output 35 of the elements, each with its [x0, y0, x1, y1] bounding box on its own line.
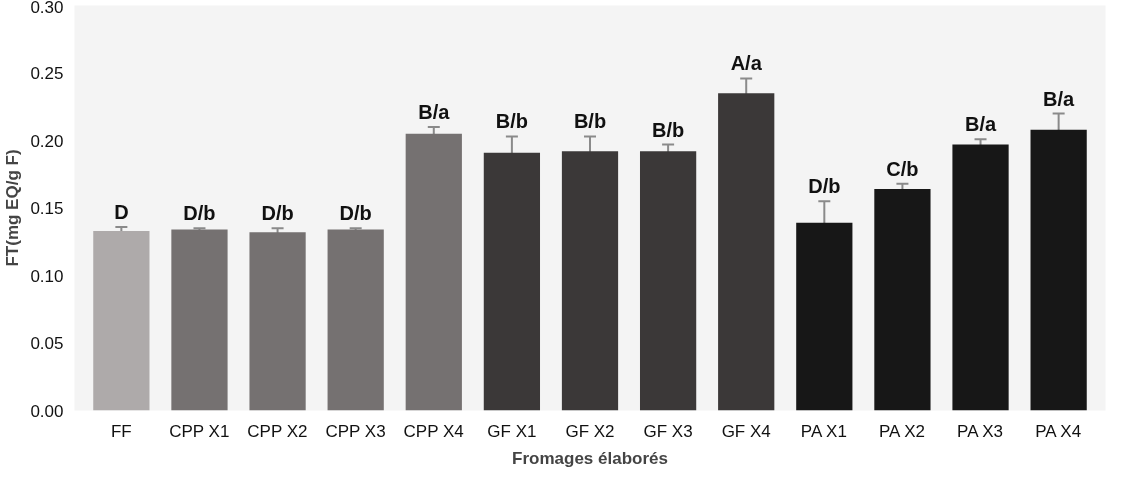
x-tick-label: GF X1	[487, 421, 537, 441]
y-axis-title: FT(mg EQ/g F)	[3, 149, 23, 267]
x-tick-label: GF X2	[565, 421, 615, 441]
y-tick-label: 0.05	[30, 334, 64, 353]
x-tick-label: CPP X2	[247, 421, 308, 441]
x-tick-label: FF	[110, 421, 132, 441]
annotation: B/a	[964, 113, 997, 136]
annotation: C/b	[886, 157, 919, 180]
x-tick-label: CPP X1	[169, 421, 230, 441]
annotation: D	[114, 200, 129, 223]
annotation: D/b	[261, 202, 294, 225]
annotation: D/b	[339, 202, 372, 225]
annotation: B/a	[1043, 87, 1076, 110]
x-tick-label: CPP X3	[325, 421, 386, 441]
y-tick-label: 0.25	[30, 64, 64, 83]
annotation: D/b	[183, 202, 216, 225]
annotation: A/a	[730, 52, 763, 75]
x-tick-label: GF X4	[721, 421, 771, 441]
annotation: B/a	[418, 101, 451, 123]
x-tick-label: PA X4	[1035, 421, 1082, 441]
x-tick-label: CPP X4	[403, 421, 464, 441]
annotation: B/b	[573, 110, 607, 133]
y-tick-label: 0.20	[30, 131, 64, 151]
annotation: B/b	[495, 110, 528, 133]
annotation: B/b	[652, 118, 685, 141]
x-tick-label: PA X2	[878, 421, 925, 441]
annotation: D/b	[808, 175, 841, 198]
x-tick-label: GF X3	[643, 421, 693, 441]
y-tick-label: 0.30	[30, 0, 64, 17]
x-tick-label: PA X1	[800, 421, 847, 441]
x-axis-title: Fromages élaborés	[512, 448, 668, 468]
y-tick-label: 0.15	[30, 199, 64, 218]
y-tick-label: 0.10	[30, 266, 64, 286]
y-tick-label: 0.00	[30, 401, 64, 421]
x-tick-label: PA X3	[957, 421, 1004, 441]
